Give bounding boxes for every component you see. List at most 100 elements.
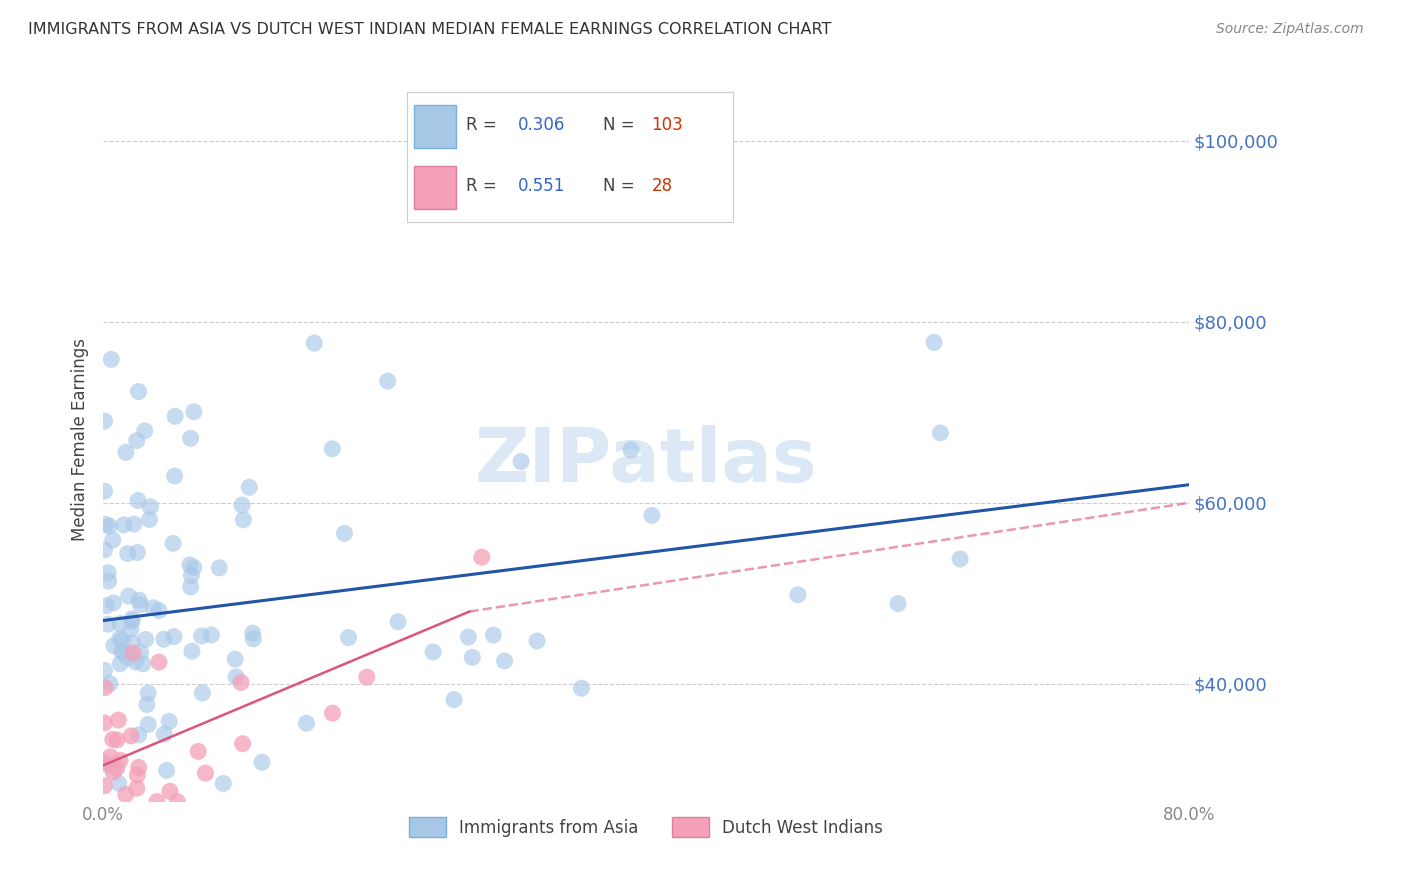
Point <box>494 654 516 668</box>
Point <box>105 761 128 775</box>
Point <box>208 561 231 575</box>
Point <box>321 442 343 456</box>
Point <box>118 589 141 603</box>
Point <box>641 508 664 523</box>
Point <box>97 758 120 772</box>
Point <box>127 545 149 559</box>
Point <box>163 469 186 483</box>
Point <box>159 784 181 798</box>
Point <box>100 352 122 367</box>
Point <box>122 646 145 660</box>
Point <box>571 681 593 696</box>
Point <box>482 628 505 642</box>
Point <box>387 615 409 629</box>
Point <box>103 639 125 653</box>
Point <box>108 632 131 646</box>
Point <box>110 616 132 631</box>
Point <box>787 588 810 602</box>
Point <box>142 600 165 615</box>
Point <box>526 634 548 648</box>
Point <box>139 500 162 514</box>
Point <box>93 715 115 730</box>
Point <box>128 593 150 607</box>
Point <box>115 445 138 459</box>
Point <box>136 686 159 700</box>
Point <box>163 630 186 644</box>
Point <box>103 596 125 610</box>
Point <box>121 636 143 650</box>
Point <box>194 766 217 780</box>
Point <box>98 749 121 764</box>
Point <box>949 552 972 566</box>
Point <box>129 598 152 612</box>
Point <box>96 599 118 613</box>
Point <box>156 764 179 778</box>
Point <box>153 727 176 741</box>
Point <box>180 580 202 594</box>
Point <box>108 776 131 790</box>
Point <box>457 630 479 644</box>
Point <box>165 409 187 424</box>
Point <box>322 706 344 720</box>
Point <box>120 729 142 743</box>
Point <box>107 713 129 727</box>
Point <box>128 384 150 399</box>
Point <box>929 425 952 440</box>
Point <box>180 431 202 445</box>
Point <box>105 733 128 747</box>
Point <box>422 645 444 659</box>
Point <box>93 664 115 678</box>
Point <box>115 788 138 802</box>
Point <box>471 550 494 565</box>
Point <box>295 716 318 731</box>
Point <box>232 513 254 527</box>
Point <box>132 657 155 671</box>
Point <box>134 424 156 438</box>
Point <box>98 519 121 533</box>
Y-axis label: Median Female Earnings: Median Female Earnings <box>72 338 89 541</box>
Point <box>461 650 484 665</box>
Point <box>111 633 134 648</box>
Point <box>146 795 169 809</box>
Point <box>302 336 325 351</box>
Point <box>356 670 378 684</box>
Point <box>124 655 146 669</box>
Point <box>212 776 235 790</box>
Point <box>125 434 148 448</box>
Point <box>93 779 115 793</box>
Point <box>190 629 212 643</box>
Point <box>152 632 174 647</box>
Point <box>93 542 115 557</box>
Point <box>120 622 142 636</box>
Point <box>101 732 124 747</box>
Point <box>94 517 117 532</box>
Point <box>922 335 945 350</box>
Point <box>127 493 149 508</box>
Point <box>242 626 264 640</box>
Point <box>138 512 160 526</box>
Point <box>238 480 260 494</box>
Point <box>377 374 399 388</box>
Text: IMMIGRANTS FROM ASIA VS DUTCH WEST INDIAN MEDIAN FEMALE EARNINGS CORRELATION CHA: IMMIGRANTS FROM ASIA VS DUTCH WEST INDIA… <box>28 22 831 37</box>
Point <box>181 644 204 658</box>
Point <box>117 650 139 665</box>
Text: ZIPatlas: ZIPatlas <box>475 425 817 498</box>
Point <box>443 692 465 706</box>
Point <box>97 574 120 589</box>
Point <box>162 536 184 550</box>
Point <box>129 646 152 660</box>
Point <box>98 676 121 690</box>
Point <box>231 498 253 512</box>
Point <box>101 533 124 547</box>
Point <box>110 657 132 671</box>
Point <box>108 753 131 767</box>
Point <box>887 597 910 611</box>
Point <box>93 756 115 770</box>
Point <box>183 405 205 419</box>
Point <box>117 547 139 561</box>
Point <box>122 517 145 532</box>
Point <box>135 632 157 647</box>
Point <box>229 675 252 690</box>
Point <box>225 670 247 684</box>
Point <box>136 717 159 731</box>
